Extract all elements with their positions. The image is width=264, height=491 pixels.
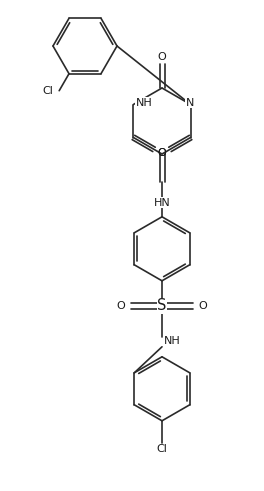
Text: N: N: [185, 98, 194, 108]
Text: NH: NH: [164, 336, 181, 346]
Text: Cl: Cl: [42, 86, 53, 96]
Text: O: O: [199, 301, 208, 311]
Text: Cl: Cl: [157, 444, 167, 454]
Text: NH: NH: [135, 98, 152, 108]
Text: O: O: [158, 52, 166, 62]
Text: HN: HN: [154, 198, 170, 208]
Text: O: O: [158, 148, 166, 159]
Text: S: S: [157, 299, 167, 313]
Text: O: O: [116, 301, 125, 311]
Text: O: O: [158, 148, 166, 159]
